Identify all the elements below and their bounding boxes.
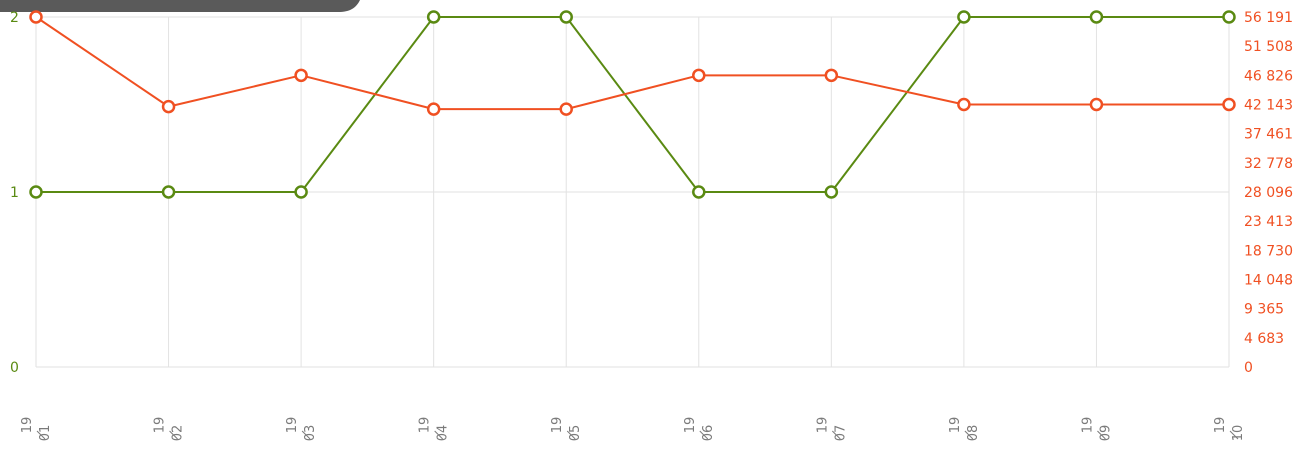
data-point-left[interactable] <box>294 185 308 199</box>
x-tick-month: 07 <box>833 425 848 442</box>
right-axis-tick-label: 23 413 <box>1244 214 1293 230</box>
series-line-right <box>35 16 1229 111</box>
data-point-right[interactable] <box>957 97 971 112</box>
x-tick-year: 19 <box>153 417 168 434</box>
x-tick-year: 19 <box>20 417 35 434</box>
right-axis-tick-label: 56 191 <box>1244 10 1293 26</box>
x-tick-slash <box>301 430 311 440</box>
data-point-right[interactable] <box>1222 97 1236 112</box>
x-axis-tick-label: 19 07 <box>815 417 848 442</box>
left-axis-tick-label: 1 <box>10 185 19 201</box>
right-axis: 0 4 683 9 365 14 048 18 730 23 413 28 096 32 77… <box>1244 10 1293 376</box>
x-tick-year: 19 <box>948 417 963 434</box>
x-tick-slash <box>699 430 709 440</box>
x-tick-month: 05 <box>568 425 583 442</box>
data-point-right[interactable] <box>426 102 441 116</box>
x-axis-tick-label: 19 05 <box>550 417 583 442</box>
data-point-left[interactable] <box>426 10 441 24</box>
data-point-left[interactable] <box>1089 10 1104 24</box>
right-axis-tick-label: 42 143 <box>1244 98 1293 114</box>
series-line-left <box>36 16 1229 193</box>
x-tick-month: 04 <box>436 425 451 442</box>
x-tick-month: 08 <box>966 425 981 442</box>
data-point-right[interactable] <box>692 68 706 83</box>
data-point-right[interactable] <box>824 68 839 83</box>
x-axis-tick-label: 19 04 <box>418 417 451 442</box>
right-axis-tick-label: 0 <box>1244 360 1253 376</box>
x-tick-slash <box>1229 430 1239 440</box>
x-tick-slash <box>831 430 841 440</box>
x-axis-tick-label: 19 03 <box>285 417 318 442</box>
data-point-right[interactable] <box>161 99 176 114</box>
data-point-left[interactable] <box>692 185 706 199</box>
right-axis-tick-label: 28 096 <box>1244 185 1293 201</box>
x-tick-year: 19 <box>418 417 433 434</box>
data-point-right[interactable] <box>1089 97 1104 112</box>
right-axis-tick-label: 14 048 <box>1244 272 1293 288</box>
right-axis-tick-label: 32 778 <box>1244 156 1293 172</box>
data-point-left[interactable] <box>824 185 839 199</box>
left-axis-tick-label: 0 <box>10 360 19 376</box>
right-axis-tick-label: 18 730 <box>1244 243 1293 259</box>
x-tick-month: 02 <box>171 425 186 442</box>
x-axis-tick-label: 19 02 <box>153 417 186 442</box>
x-tick-slash <box>434 430 444 440</box>
x-tick-month: 10 <box>1231 425 1246 442</box>
x-tick-month: 01 <box>38 425 53 442</box>
x-axis: 19 01 19 02 19 03 19 04 19 05 19 06 19 07 19 08 19 09 19 10 <box>20 417 1246 442</box>
data-point-left[interactable] <box>161 185 176 199</box>
x-tick-year: 19 <box>683 417 698 434</box>
data-point-left[interactable] <box>1222 10 1236 24</box>
x-axis-tick-label: 19 10 <box>1213 417 1246 442</box>
right-axis-tick-label: 51 508 <box>1244 39 1293 55</box>
x-tick-slash <box>36 430 46 440</box>
x-tick-slash <box>1097 430 1106 440</box>
data-point-left[interactable] <box>957 10 971 24</box>
x-tick-month: 03 <box>303 425 318 442</box>
data-point-left[interactable] <box>559 10 573 24</box>
data-point-left[interactable] <box>29 185 43 199</box>
header-tab <box>0 0 360 12</box>
data-point-right[interactable] <box>294 68 308 83</box>
data-point-right[interactable] <box>559 102 573 116</box>
x-tick-year: 19 <box>550 417 565 434</box>
x-tick-year: 19 <box>815 417 830 434</box>
right-axis-tick-label: 46 826 <box>1244 68 1293 84</box>
x-tick-year: 19 <box>1080 417 1095 434</box>
left-axis-tick-label: 2 <box>10 10 19 26</box>
data-point-right[interactable] <box>29 10 43 24</box>
x-tick-slash <box>169 430 178 440</box>
x-axis-tick-label: 19 09 <box>1080 417 1113 442</box>
x-tick-year: 19 <box>285 417 300 434</box>
x-axis-tick-label: 19 08 <box>948 417 981 442</box>
x-tick-month: 06 <box>701 425 716 442</box>
x-tick-year: 19 <box>1213 417 1228 434</box>
x-tick-slash <box>964 430 974 440</box>
series-layer <box>29 10 1236 199</box>
left-axis: 0 1 2 <box>10 10 19 376</box>
right-axis-tick-label: 4 683 <box>1244 331 1284 347</box>
x-axis-tick-label: 19 01 <box>20 417 53 442</box>
x-tick-month: 09 <box>1098 425 1113 442</box>
right-axis-tick-label: 37 461 <box>1244 127 1293 143</box>
right-axis-tick-label: 9 365 <box>1244 302 1284 318</box>
x-axis-tick-label: 19 06 <box>683 417 716 442</box>
x-tick-slash <box>566 430 576 440</box>
